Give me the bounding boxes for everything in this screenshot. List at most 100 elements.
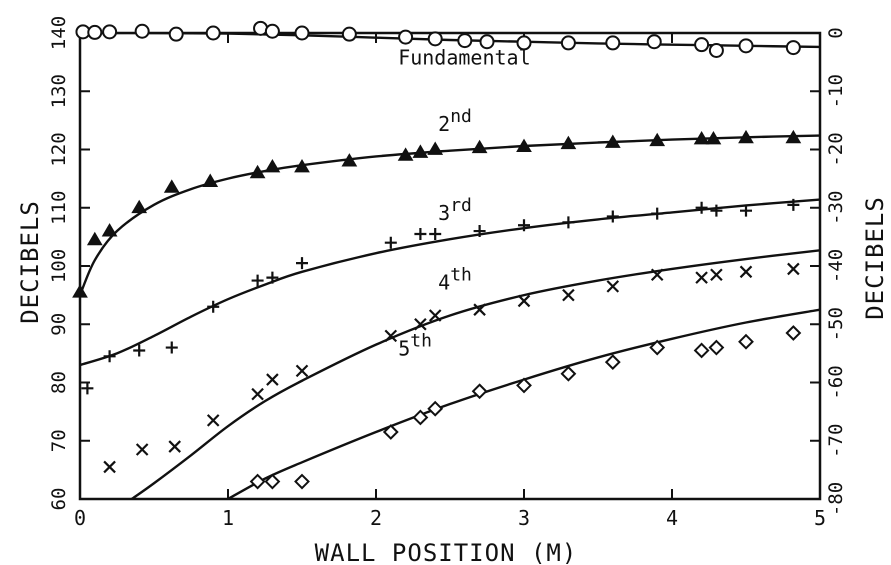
point-fundamental	[264, 23, 280, 39]
point-4th	[251, 387, 264, 401]
y-tick-label: 80	[48, 371, 70, 394]
y-tick-label: 120	[48, 132, 70, 166]
y-tick-label: 140	[48, 16, 70, 50]
series-label-superscript: nd	[450, 106, 472, 127]
point-5th	[471, 383, 488, 400]
series-label: 5th	[398, 331, 432, 361]
x-tick-label: 5	[814, 506, 826, 530]
series-label: 4th	[438, 264, 472, 294]
point-2nd	[427, 141, 444, 155]
series-label-main: 3	[438, 201, 450, 225]
point-4th	[206, 414, 220, 427]
point-3rd	[296, 257, 308, 270]
x-tick-label: 1	[222, 506, 234, 530]
y2-tick-label: -80	[825, 482, 847, 516]
point-4th	[695, 271, 708, 284]
data-markers	[72, 20, 802, 490]
curve-4th	[131, 249, 820, 499]
point-3rd	[518, 219, 530, 232]
point-2nd	[86, 231, 103, 246]
point-4th	[428, 309, 442, 322]
point-5th	[264, 473, 281, 490]
point-4th	[710, 268, 723, 282]
curve-3rd	[80, 198, 820, 367]
curve-5th	[227, 308, 820, 499]
x-axis-label: WALL POSITION (M)	[315, 539, 578, 565]
point-3rd	[266, 271, 279, 284]
point-fundamental	[294, 25, 310, 41]
y-tick-label: 90	[48, 313, 70, 336]
series-label-main: Fundamental	[398, 45, 530, 69]
point-fundamental	[168, 26, 184, 42]
point-5th	[382, 424, 399, 440]
series-label: Fundamental	[398, 45, 530, 69]
point-2nd	[785, 129, 802, 144]
point-5th	[693, 342, 710, 359]
y2-tick-label: -70	[825, 424, 847, 458]
point-3rd	[384, 236, 397, 249]
point-fundamental	[87, 24, 103, 40]
point-3rd	[414, 227, 427, 240]
x-tick-label: 0	[74, 506, 86, 530]
point-3rd	[606, 210, 619, 223]
series-label-superscript: rd	[450, 195, 472, 216]
point-4th	[787, 262, 800, 276]
point-2nd	[705, 131, 722, 145]
point-5th	[649, 339, 666, 356]
point-2nd	[249, 164, 266, 179]
axes: 0 1 2 3 4 5 60 70 80 90 100 110 120 130 140 -80 -70 -60 -5…	[48, 16, 847, 530]
x-tick-label: 2	[370, 506, 382, 530]
series-label-main: 2	[438, 112, 450, 136]
point-3rd	[251, 274, 264, 287]
y-tick-label: 60	[48, 488, 70, 511]
x-tick-label: 3	[518, 506, 530, 530]
point-fundamental	[102, 24, 118, 40]
point-2nd	[516, 138, 532, 152]
point-2nd	[101, 223, 118, 237]
point-2nd	[131, 199, 148, 214]
point-3rd	[787, 198, 800, 211]
point-4th	[562, 288, 575, 302]
y2-tick-label: -20	[825, 132, 847, 166]
point-3rd	[562, 216, 575, 229]
point-3rd	[207, 300, 220, 313]
x-tick-label: 4	[666, 506, 678, 530]
point-5th	[249, 473, 266, 490]
point-3rd	[740, 204, 752, 217]
point-2nd	[397, 147, 414, 161]
series-label-main: 5	[398, 337, 410, 361]
point-3rd	[473, 225, 486, 238]
point-fundamental	[560, 35, 576, 51]
point-4th	[739, 265, 753, 279]
point-4th	[473, 303, 486, 316]
point-fundamental	[457, 33, 473, 49]
point-fundamental	[341, 26, 357, 42]
y2-tick-label: 0	[825, 27, 847, 38]
point-4th	[266, 373, 279, 386]
point-4th	[384, 329, 398, 343]
point-5th	[412, 409, 429, 426]
y2-axis-label: DECIBELS	[861, 196, 889, 320]
point-fundamental	[516, 35, 532, 51]
point-2nd	[412, 144, 429, 158]
point-fundamental	[694, 37, 710, 53]
point-3rd	[710, 204, 723, 217]
point-5th	[560, 365, 577, 382]
y2-tick-label: -50	[825, 307, 847, 341]
y-tick-label: 130	[48, 74, 70, 108]
y2-tick-label: -40	[825, 249, 847, 283]
point-3rd	[81, 382, 94, 395]
point-4th	[517, 294, 531, 308]
y-tick-label: 110	[48, 191, 70, 225]
point-2nd	[560, 135, 577, 150]
point-2nd	[72, 284, 88, 298]
series-label: 3rd	[438, 195, 472, 225]
point-fundamental	[398, 29, 414, 45]
y-axis-label: DECIBELS	[16, 200, 44, 324]
point-4th	[135, 443, 149, 456]
y-tick-label: 70	[48, 429, 70, 452]
point-5th	[294, 473, 310, 490]
point-2nd	[604, 134, 621, 148]
series-label: 2nd	[438, 106, 472, 136]
